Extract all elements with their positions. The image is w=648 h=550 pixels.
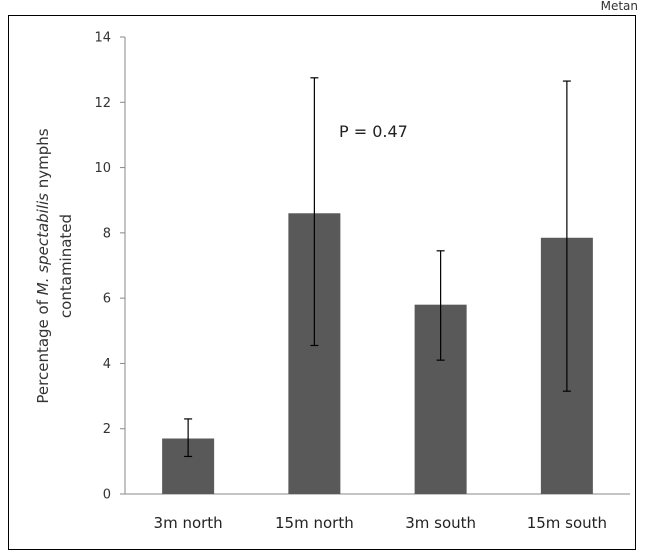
y-tick-label: 12 xyxy=(94,96,111,111)
y-axis-label: Percentage of M. spectabilis nymphs xyxy=(34,128,52,403)
y-tick-label: 2 xyxy=(103,422,111,437)
p-value-annotation: P = 0.47 xyxy=(339,122,408,141)
y-tick-label: 14 xyxy=(94,31,111,46)
category-label: 3m south xyxy=(405,514,476,532)
category-label: 15m south xyxy=(527,514,607,532)
corner-text: Metan xyxy=(600,0,638,13)
y-tick-label: 6 xyxy=(103,292,111,307)
y-tick-label: 10 xyxy=(94,161,111,176)
y-tick-label: 0 xyxy=(103,488,111,503)
category-label: 15m north xyxy=(275,514,354,532)
y-axis-label-line2: contaminated xyxy=(57,214,75,318)
category-label: 3m north xyxy=(154,514,223,532)
x-axis-labels: 3m north 15m north 3m south 15m south xyxy=(154,514,608,532)
error-bars xyxy=(184,77,571,458)
y-tick-label: 4 xyxy=(103,357,111,372)
y-tick-label: 8 xyxy=(103,226,111,241)
bars xyxy=(162,213,593,494)
